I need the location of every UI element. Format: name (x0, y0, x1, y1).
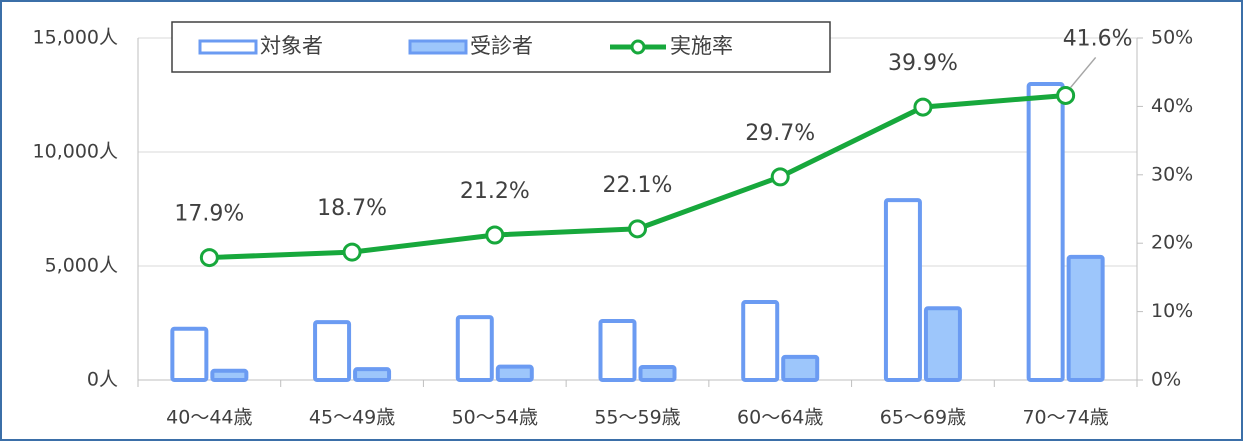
x-tick-label: 45～49歳 (309, 407, 395, 429)
leader-line (1070, 56, 1097, 88)
legend-swatch (198, 39, 258, 55)
legend-marker (630, 39, 646, 55)
x-tick-label: 40～44歳 (166, 407, 252, 429)
marker (199, 248, 219, 268)
bar (170, 326, 209, 383)
legend-label: 対象者 (260, 34, 323, 58)
bar (353, 367, 392, 383)
bar (1066, 254, 1105, 383)
data-label: 29.7% (745, 121, 815, 146)
bar (638, 364, 677, 383)
legend-box (171, 21, 831, 73)
y-tick-label: 0人 (87, 369, 118, 391)
marker (628, 219, 647, 239)
x-tick-label: 70～74歳 (1022, 407, 1108, 429)
bar (495, 364, 534, 382)
bar (741, 300, 780, 382)
x-tick-label: 55～59歳 (594, 407, 680, 429)
y-tick-label: 5,000人 (45, 255, 118, 277)
x-tick-label: 50～54歳 (452, 407, 538, 429)
y2-tick-label: 10% (1151, 300, 1193, 322)
bar (598, 318, 637, 382)
data-label: 41.6% (1063, 26, 1133, 51)
bar (923, 306, 962, 382)
x-tick-label: 60～64歳 (737, 407, 823, 429)
y2-tick-label: 30% (1151, 163, 1193, 185)
data-label: 39.9% (888, 51, 958, 76)
bar (313, 320, 352, 383)
bar (781, 354, 820, 383)
bar (1026, 82, 1065, 382)
x-tick-label: 65～69歳 (880, 407, 966, 429)
y2-tick-label: 50% (1151, 27, 1193, 49)
marker (770, 167, 790, 187)
y2-tick-label: 40% (1151, 95, 1193, 117)
legend-label: 実施率 (670, 34, 733, 58)
bar (883, 198, 922, 382)
data-label: 18.7% (317, 196, 387, 221)
bar (455, 315, 494, 382)
legend-label: 受診者 (470, 34, 533, 58)
data-label: 21.2% (460, 179, 530, 204)
marker (1056, 85, 1076, 105)
data-label: 22.1% (603, 173, 673, 198)
data-label: 17.9% (174, 202, 244, 227)
y2-tick-label: 0% (1151, 369, 1181, 391)
y-tick-label: 10,000人 (33, 141, 118, 163)
legend-swatch (408, 39, 468, 55)
y2-tick-label: 20% (1151, 232, 1193, 254)
marker (913, 97, 933, 117)
bar (210, 368, 249, 383)
y-tick-label: 15,000人 (33, 27, 118, 49)
marker (342, 242, 362, 262)
marker (485, 225, 505, 245)
